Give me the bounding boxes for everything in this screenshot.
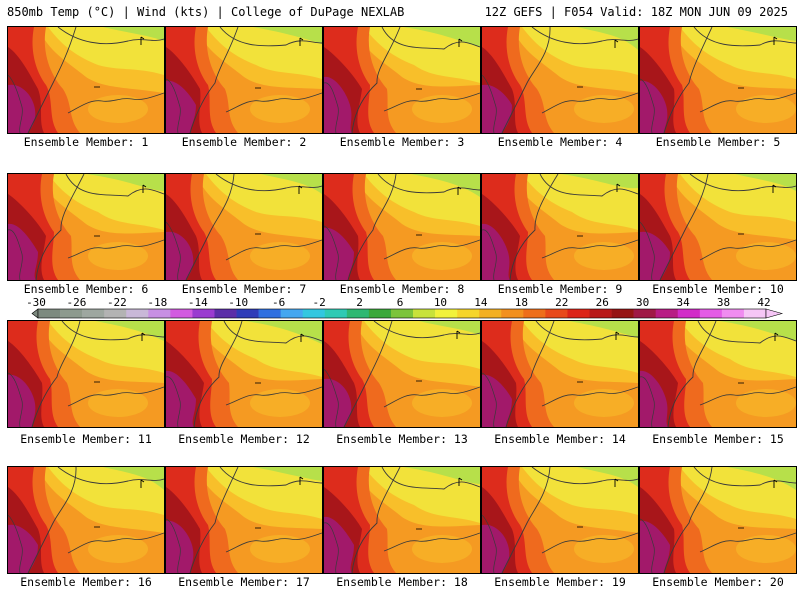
member-caption: Ensemble Member: 16 xyxy=(20,575,152,589)
colorbar-swatch xyxy=(743,309,767,318)
ensemble-member-map-1 xyxy=(7,26,165,134)
member-caption: Ensemble Member: 15 xyxy=(652,432,784,446)
colorbar-left-arrow xyxy=(31,308,39,319)
colorbar-tick-label: -2 xyxy=(312,296,325,309)
ensemble-member-map-6 xyxy=(7,173,165,281)
colorbar-swatch xyxy=(611,309,634,318)
ensemble-member-map-15 xyxy=(639,320,797,428)
colorbar-swatch xyxy=(346,309,370,318)
colorbar-tick-label: 30 xyxy=(636,296,649,309)
colorbar-tick-label: 42 xyxy=(757,296,770,309)
ensemble-member-map-19 xyxy=(481,466,639,574)
colorbar-swatch xyxy=(148,309,171,318)
model-run-info: 12Z GEFS | F054 Valid: 18Z MON JUN 09 20… xyxy=(484,5,788,19)
colorbar-swatch xyxy=(38,309,61,318)
colorbar-tick-label: 38 xyxy=(717,296,730,309)
member-caption: Ensemble Member: 20 xyxy=(652,575,784,589)
member-caption: Ensemble Member: 14 xyxy=(494,432,626,446)
colorbar-swatch xyxy=(567,309,590,318)
member-caption: Ensemble Member: 2 xyxy=(181,135,307,149)
map-title: 850mb Temp (°C) | Wind (kts) | College o… xyxy=(7,5,405,19)
colorbar-swatch xyxy=(170,309,193,318)
member-caption: Ensemble Member: 17 xyxy=(178,575,310,589)
ensemble-member-map-7 xyxy=(165,173,323,281)
colorbar-tick-label: 2 xyxy=(356,296,363,309)
member-caption: Ensemble Member: 9 xyxy=(497,282,623,296)
ensemble-member-map-13 xyxy=(323,320,481,428)
colorbar-right-arrow xyxy=(765,308,784,319)
member-caption: Ensemble Member: 6 xyxy=(23,282,149,296)
ensemble-member-map-9 xyxy=(481,173,639,281)
colorbar-swatch xyxy=(413,309,436,318)
colorbar-tick-label: -30 xyxy=(26,296,46,309)
colorbar-swatch xyxy=(126,309,149,318)
member-caption: Ensemble Member: 19 xyxy=(494,575,626,589)
ensemble-member-map-17 xyxy=(165,466,323,574)
member-caption: Ensemble Member: 18 xyxy=(336,575,468,589)
colorbar-swatch xyxy=(699,309,723,318)
ensemble-member-map-8 xyxy=(323,173,481,281)
ensemble-member-map-20 xyxy=(639,466,797,574)
colorbar-swatch xyxy=(545,309,568,318)
ensemble-member-map-4 xyxy=(481,26,639,134)
colorbar-swatch xyxy=(435,309,458,318)
colorbar-tick-label: -14 xyxy=(188,296,208,309)
colorbar-swatch xyxy=(82,309,105,318)
colorbar-swatch xyxy=(280,309,304,318)
colorbar-swatch xyxy=(258,309,281,318)
colorbar-swatch xyxy=(236,309,259,318)
temperature-colorbar: -30 -26 -22 -18 -14 -10 -6 -2 2 6 10 14 18 22 26 30 34 38… xyxy=(26,296,784,319)
colorbar-swatch xyxy=(721,309,745,318)
member-caption: Ensemble Member: 8 xyxy=(339,282,465,296)
colorbar-swatch xyxy=(677,309,701,318)
colorbar-tick-label: 10 xyxy=(434,296,447,309)
member-caption: Ensemble Member: 3 xyxy=(339,135,465,149)
colorbar-swatch xyxy=(501,309,524,318)
colorbar-tick-label: 14 xyxy=(474,296,488,309)
ensemble-member-map-10 xyxy=(639,173,797,281)
colorbar-swatch xyxy=(324,309,348,318)
colorbar-swatch xyxy=(302,309,326,318)
colorbar-swatch xyxy=(457,309,480,318)
ensemble-member-map-2 xyxy=(165,26,323,134)
colorbar-swatch xyxy=(60,309,83,318)
colorbar-tick-label: -6 xyxy=(272,296,285,309)
member-caption: Ensemble Member: 5 xyxy=(655,135,781,149)
colorbar-swatch xyxy=(633,309,656,318)
colorbar-tick-label: 34 xyxy=(676,296,690,309)
colorbar-tick-label: -10 xyxy=(228,296,248,309)
ensemble-member-map-11 xyxy=(7,320,165,428)
colorbar-tick-label: -26 xyxy=(67,296,87,309)
ensemble-member-map-3 xyxy=(323,26,481,134)
colorbar-swatch xyxy=(192,309,215,318)
colorbar-swatch xyxy=(214,309,237,318)
colorbar-swatch xyxy=(479,309,502,318)
ensemble-member-map-18 xyxy=(323,466,481,574)
member-caption: Ensemble Member: 10 xyxy=(652,282,784,296)
member-caption: Ensemble Member: 4 xyxy=(497,135,623,149)
ensemble-member-map-16 xyxy=(7,466,165,574)
colorbar-swatch xyxy=(655,309,679,318)
colorbar-swatch xyxy=(390,309,414,318)
colorbar-swatch xyxy=(368,309,392,318)
colorbar-tick-label: 18 xyxy=(515,296,528,309)
colorbar-tick-label: -22 xyxy=(107,296,127,309)
colorbar-tick-label: -18 xyxy=(147,296,167,309)
colorbar-swatch xyxy=(589,309,612,318)
member-caption: Ensemble Member: 12 xyxy=(178,432,310,446)
member-caption: Ensemble Member: 11 xyxy=(20,432,152,446)
member-caption: Ensemble Member: 7 xyxy=(181,282,307,296)
colorbar-tick-label: 22 xyxy=(555,296,568,309)
colorbar-tick-label: 26 xyxy=(596,296,609,309)
colorbar-swatch xyxy=(523,309,546,318)
ensemble-member-map-5 xyxy=(639,26,797,134)
ensemble-member-map-14 xyxy=(481,320,639,428)
colorbar-swatch xyxy=(104,309,127,318)
member-caption: Ensemble Member: 1 xyxy=(23,135,149,149)
ensemble-member-map-12 xyxy=(165,320,323,428)
member-caption: Ensemble Member: 13 xyxy=(336,432,468,446)
colorbar-tick-label: 6 xyxy=(397,296,404,309)
